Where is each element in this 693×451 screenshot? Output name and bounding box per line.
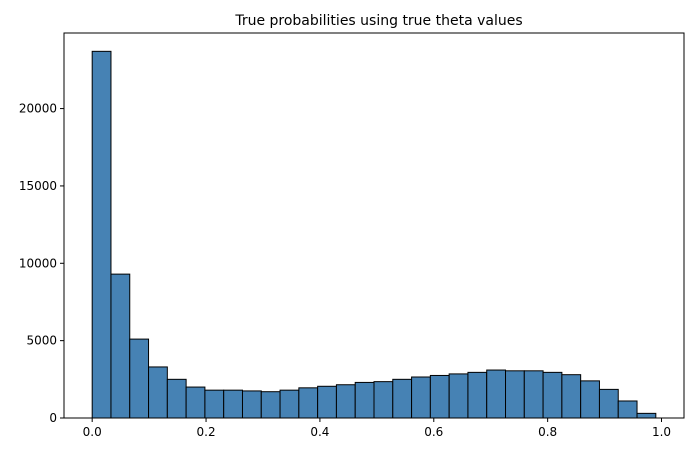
histogram-bar	[91, 50, 112, 419]
histogram-bar	[598, 388, 619, 419]
histogram-bar	[260, 391, 281, 419]
y-tick-label: 5000	[26, 334, 57, 348]
histogram-bar	[523, 370, 544, 419]
histogram-bar	[505, 370, 525, 419]
x-tick-label: 0.4	[310, 425, 329, 439]
histogram-bar	[373, 381, 394, 419]
histogram-bar	[185, 386, 206, 419]
histogram-bar	[617, 400, 638, 419]
x-tick-label: 0.6	[424, 425, 443, 439]
y-tick-label: 0	[49, 411, 57, 425]
bars-group	[91, 50, 657, 419]
chart-title: True probabilities using true theta valu…	[234, 13, 522, 29]
histogram-bar	[448, 373, 469, 419]
histogram-bar	[110, 273, 131, 419]
plot-frame	[63, 32, 685, 419]
x-axis-ticks: 0.0 0.2 0.4 0.6 0.8 1.0	[83, 418, 671, 439]
histogram-bar	[279, 389, 300, 419]
histogram-bar	[561, 374, 582, 419]
histogram-bar	[335, 384, 356, 419]
histogram-bar	[241, 390, 262, 419]
histogram-bar	[467, 371, 488, 419]
histogram-bar	[486, 369, 507, 419]
histogram-bar	[411, 376, 431, 419]
x-tick-label: 0.0	[83, 425, 102, 439]
histogram-bar	[636, 412, 657, 419]
histogram-bar	[392, 378, 413, 419]
histogram-bar	[429, 374, 450, 419]
histogram-bar	[580, 380, 600, 419]
x-tick-label: 1.0	[652, 425, 671, 439]
histogram-bar	[298, 387, 319, 419]
y-tick-label: 10000	[19, 256, 57, 270]
histogram-bar	[317, 385, 337, 419]
x-tick-label: 0.8	[538, 425, 557, 439]
histogram-bar	[166, 378, 187, 419]
y-axis-ticks: 0 5000 10000 15000 20000	[19, 102, 64, 425]
histogram-bar	[542, 371, 563, 419]
histogram-bar	[354, 381, 375, 419]
histogram-bar	[148, 366, 168, 419]
histogram-bar	[223, 389, 243, 419]
histogram-bar	[129, 338, 150, 419]
x-tick-label: 0.2	[197, 425, 216, 439]
y-tick-label: 20000	[19, 102, 57, 116]
y-tick-label: 15000	[19, 179, 57, 193]
histogram-bar	[204, 389, 225, 419]
